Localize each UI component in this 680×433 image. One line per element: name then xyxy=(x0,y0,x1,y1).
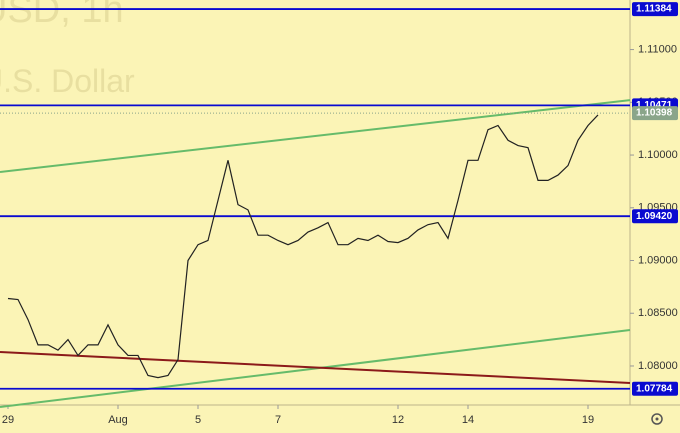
trendline xyxy=(0,99,631,174)
x-tick-label: Aug xyxy=(108,414,128,426)
level-label: 1.07784 xyxy=(636,383,673,394)
settings-icon-dot[interactable] xyxy=(655,417,659,421)
y-tick-label: 1.08500 xyxy=(638,307,678,319)
settings-icon[interactable] xyxy=(651,413,663,425)
price-line xyxy=(7,114,599,379)
level-label-box xyxy=(632,2,678,17)
x-tick-label: 29 xyxy=(2,414,14,426)
level-label-box xyxy=(632,381,678,396)
x-tick-label: 5 xyxy=(195,414,201,426)
plot: 1.080001.085001.090001.095001.100001.105… xyxy=(0,2,678,426)
level-label: 1.11384 xyxy=(636,4,672,15)
level-label: 1.10471 xyxy=(636,100,673,111)
y-tick-label: 1.08000 xyxy=(638,360,678,372)
x-tick-label: 14 xyxy=(462,414,474,426)
x-tick-label: 7 xyxy=(275,414,281,426)
y-tick-label: 1.10000 xyxy=(638,149,678,161)
y-tick-label: 1.09000 xyxy=(638,254,678,266)
watermark-description: U.S. Dollar xyxy=(0,63,135,99)
y-tick-label: 1.11000 xyxy=(638,43,677,55)
trendline xyxy=(0,329,631,408)
level-label: 1.09420 xyxy=(636,211,673,222)
watermark-symbol: USD, 1h xyxy=(0,0,124,31)
current-price-box xyxy=(632,106,678,121)
x-tick-label: 19 xyxy=(582,414,594,426)
settings-icon-ring[interactable] xyxy=(651,413,663,425)
level-label-box xyxy=(632,209,678,224)
current-price-label: 1.10398 xyxy=(636,108,673,119)
trendline xyxy=(0,350,631,384)
x-tick-label: 12 xyxy=(392,414,404,426)
